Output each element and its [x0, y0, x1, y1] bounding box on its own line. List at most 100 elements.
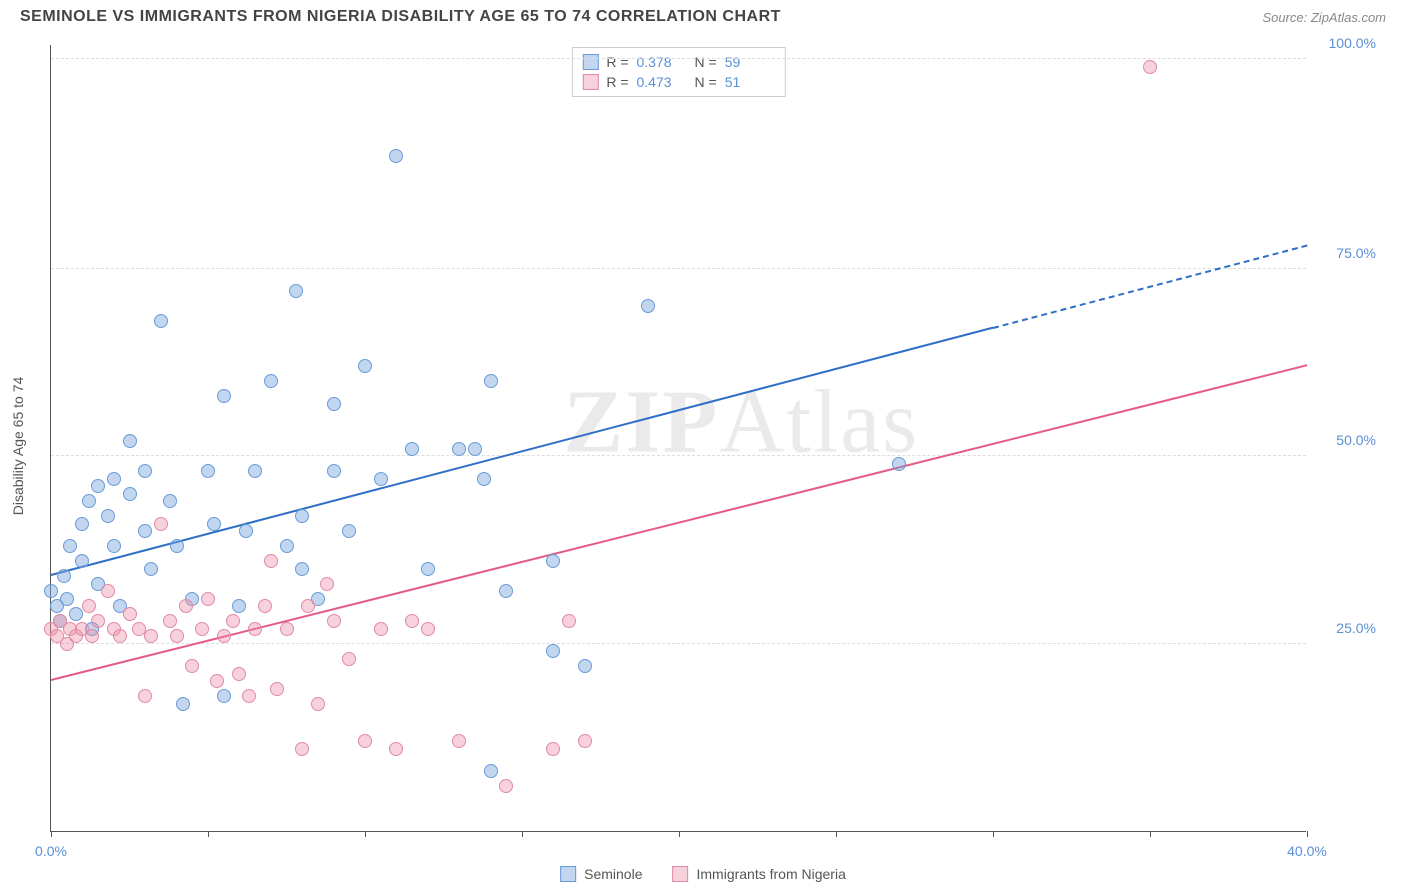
data-point — [301, 599, 315, 613]
data-point — [477, 472, 491, 486]
gridline — [51, 58, 1306, 59]
x-tick — [836, 831, 837, 837]
data-point — [217, 689, 231, 703]
data-point — [499, 779, 513, 793]
data-point — [258, 599, 272, 613]
data-point — [562, 614, 576, 628]
data-point — [138, 689, 152, 703]
data-point — [641, 299, 655, 313]
data-point — [405, 442, 419, 456]
r-label: R = — [606, 54, 628, 70]
data-point — [289, 284, 303, 298]
data-point — [91, 614, 105, 628]
data-point — [123, 487, 137, 501]
data-point — [242, 689, 256, 703]
data-point — [405, 614, 419, 628]
n-label: N = — [695, 74, 717, 90]
data-point — [60, 592, 74, 606]
data-point — [44, 584, 58, 598]
data-point — [57, 569, 71, 583]
data-point — [217, 389, 231, 403]
data-point — [578, 659, 592, 673]
x-tick — [365, 831, 366, 837]
data-point — [232, 599, 246, 613]
data-point — [374, 622, 388, 636]
data-point — [892, 457, 906, 471]
data-point — [295, 742, 309, 756]
data-point — [138, 524, 152, 538]
data-point — [452, 442, 466, 456]
data-point — [123, 607, 137, 621]
data-point — [179, 599, 193, 613]
data-point — [342, 524, 356, 538]
legend-label: Immigrants from Nigeria — [697, 866, 846, 882]
chart-plot-area: ZIPAtlas R =0.378N =59R =0.473N =51 25.0… — [50, 45, 1306, 832]
x-tick — [1307, 831, 1308, 837]
data-point — [295, 562, 309, 576]
data-point — [232, 667, 246, 681]
data-point — [154, 314, 168, 328]
data-point — [248, 622, 262, 636]
y-tick-label: 25.0% — [1336, 620, 1376, 636]
watermark: ZIPAtlas — [563, 371, 919, 474]
data-point — [468, 442, 482, 456]
data-point — [195, 622, 209, 636]
data-point — [163, 494, 177, 508]
data-point — [327, 464, 341, 478]
data-point — [280, 622, 294, 636]
data-point — [185, 659, 199, 673]
gridline — [51, 455, 1306, 456]
r-value: 0.473 — [637, 74, 687, 90]
x-tick — [522, 831, 523, 837]
y-tick-label: 100.0% — [1329, 35, 1376, 51]
data-point — [210, 674, 224, 688]
data-point — [311, 697, 325, 711]
legend-label: Seminole — [584, 866, 642, 882]
data-point — [374, 472, 388, 486]
data-point — [264, 554, 278, 568]
data-point — [113, 629, 127, 643]
data-point — [421, 622, 435, 636]
r-value: 0.378 — [637, 54, 687, 70]
r-label: R = — [606, 74, 628, 90]
data-point — [578, 734, 592, 748]
data-point — [75, 554, 89, 568]
data-point — [63, 539, 77, 553]
n-value: 59 — [725, 54, 775, 70]
data-point — [217, 629, 231, 643]
data-point — [226, 614, 240, 628]
data-point — [138, 464, 152, 478]
legend-row: R = 0.473 N = 51 — [582, 72, 774, 92]
data-point — [69, 607, 83, 621]
data-point — [82, 494, 96, 508]
data-point — [327, 614, 341, 628]
data-point — [154, 517, 168, 531]
x-tick — [51, 831, 52, 837]
data-point — [201, 592, 215, 606]
legend-item: Immigrants from Nigeria — [673, 866, 846, 882]
y-tick-label: 50.0% — [1336, 432, 1376, 448]
correlation-legend: R = 0.378 N = 59 R = 0.473 N = 51 — [571, 47, 785, 97]
data-point — [389, 149, 403, 163]
data-point — [546, 644, 560, 658]
n-label: N = — [695, 54, 717, 70]
n-value: 51 — [725, 74, 775, 90]
data-point — [248, 464, 262, 478]
legend-swatch — [582, 54, 598, 70]
data-point — [484, 374, 498, 388]
data-point — [170, 539, 184, 553]
data-point — [107, 472, 121, 486]
data-point — [499, 584, 513, 598]
source-label: Source: ZipAtlas.com — [1262, 10, 1386, 25]
data-point — [75, 517, 89, 531]
series-legend: Seminole Immigrants from Nigeria — [560, 866, 846, 882]
x-tick — [1150, 831, 1151, 837]
legend-swatch — [560, 866, 576, 882]
legend-item: Seminole — [560, 866, 642, 882]
data-point — [1143, 60, 1157, 74]
data-point — [239, 524, 253, 538]
data-point — [144, 629, 158, 643]
x-tick-label: 40.0% — [1287, 843, 1327, 859]
data-point — [201, 464, 215, 478]
data-point — [82, 599, 96, 613]
